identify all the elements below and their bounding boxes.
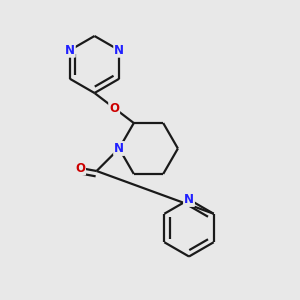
Text: N: N: [184, 193, 194, 206]
Text: N: N: [114, 44, 124, 57]
Text: O: O: [75, 161, 85, 175]
Text: O: O: [109, 101, 119, 115]
Text: N: N: [65, 44, 75, 57]
Text: N: N: [114, 142, 124, 155]
